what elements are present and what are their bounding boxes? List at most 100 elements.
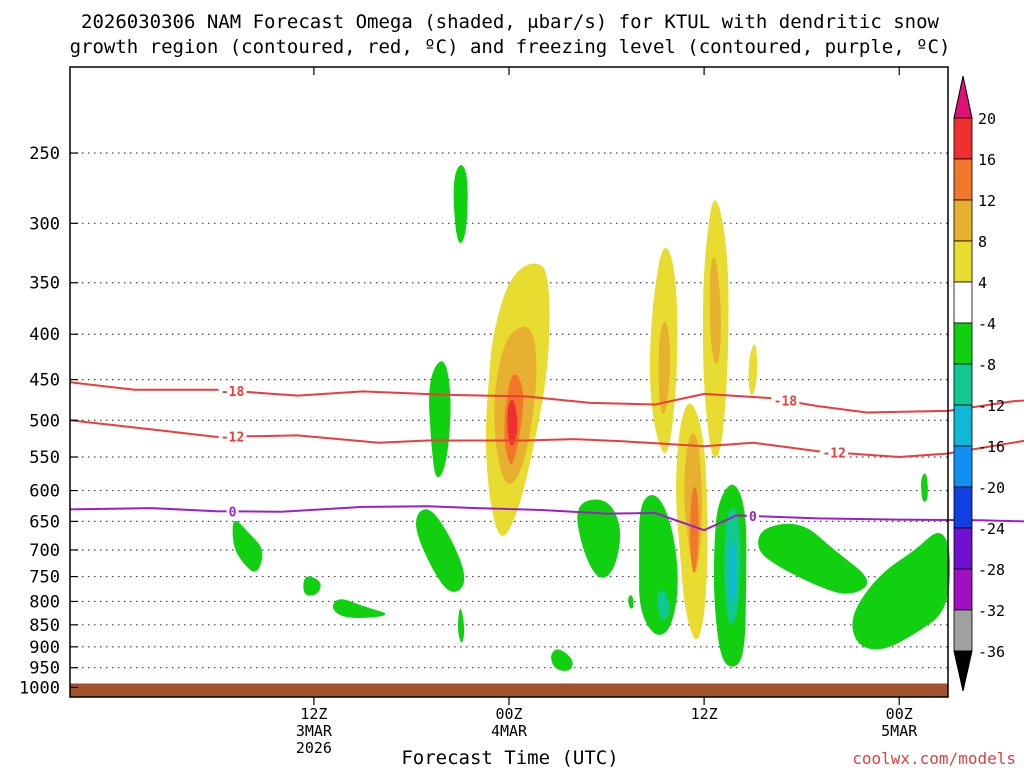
omega-shade-13 [628, 595, 634, 609]
colorbar-swatch-11 [953, 568, 973, 611]
colorbar-bottom-arrow [953, 650, 973, 692]
y-tick-label-550: 550 [29, 448, 60, 468]
colorbar-swatch-1 [953, 158, 973, 201]
y-tick-label-950: 950 [29, 659, 60, 679]
omega-shade-25 [729, 541, 736, 604]
colorbar-label-7: -12 [978, 397, 1005, 415]
colorbar-swatch-4 [953, 281, 973, 324]
x-tick-label-1-0: 00Z [495, 705, 522, 723]
contour-overlay: -18-18-18-12-12-12000 [69, 381, 1024, 532]
colorbar-swatch-5 [953, 322, 973, 365]
y-tick-label-300: 300 [29, 214, 60, 234]
terrain-ground [70, 683, 948, 697]
dgz-contour-1-label-1: -12 [822, 446, 845, 461]
colorbar-swatch-10 [953, 527, 973, 570]
colorbar-label-2: 12 [978, 192, 996, 210]
y-tick-label-400: 400 [29, 325, 60, 345]
colorbar-label-13: -36 [978, 643, 1005, 661]
colorbar-label-12: -32 [978, 602, 1005, 620]
dgz-contour-0-label-bg-0 [218, 383, 247, 398]
y-tick-label-700: 700 [29, 541, 60, 561]
omega-shade-10 [507, 399, 518, 446]
omega-shade-6 [457, 608, 465, 643]
x-axis: 12Z3MAR202600Z4MAR12Z00Z5MAR12Z00Z6MAR12… [296, 67, 918, 757]
omega-shade-5 [416, 509, 465, 592]
colorbar-swatch-12 [953, 609, 973, 652]
colorbar-swatch-0 [953, 117, 973, 160]
omega-shade-1 [303, 576, 321, 596]
y-tick-label-750: 750 [29, 568, 60, 588]
colorbar-label-4: 4 [978, 274, 987, 292]
omega-shade-26 [748, 344, 758, 396]
omega-shade-14 [639, 495, 678, 635]
omega-shade-15 [657, 590, 670, 621]
colorbar-label-6: -8 [978, 356, 996, 374]
x-tick-label-0-1: 3MAR [296, 722, 333, 740]
colorbar-swatch-7 [953, 404, 973, 447]
omega-shade-22 [709, 256, 721, 365]
x-tick-label-0-0: 12Z [300, 705, 327, 723]
dgz-contour-1-label-0: -12 [221, 431, 244, 446]
freezing-level-contour-line [69, 505, 1024, 532]
y-tick-label-450: 450 [29, 371, 60, 391]
colorbar-swatch-2 [953, 199, 973, 242]
omega-shade-11 [551, 649, 573, 671]
dgz-contour-0-label-1: -18 [774, 395, 798, 410]
omega-shade-28 [852, 532, 950, 650]
colorbar-label-10: -24 [978, 520, 1005, 538]
y-tick-label-350: 350 [29, 274, 60, 294]
colorbar-label-8: -16 [978, 438, 1005, 456]
dgz-contour-0-label-0: -18 [221, 385, 245, 400]
y-tick-label-1000: 1000 [19, 678, 60, 698]
x-tick-label-1-1: 4MAR [491, 722, 528, 740]
dgz-contour-1-label-bg-0 [218, 429, 247, 444]
colorbar-legend: 20 16 12 8 4 -4 -8 -12 -16 -20 -24 -28 -32 -36 [953, 75, 1005, 692]
plot-area [70, 152, 950, 697]
colorbar-label-9: -20 [978, 479, 1005, 497]
colorbar-swatch-9 [953, 486, 973, 529]
x-tick-label-2-0: 12Z [691, 705, 718, 723]
colorbar-label-1: 16 [978, 151, 996, 169]
y-tick-label-800: 800 [29, 592, 60, 612]
freezing-level-contour-label-1: 0 [749, 510, 757, 525]
omega-shade-4 [429, 361, 451, 478]
dgz-contour-0-line [69, 381, 1024, 414]
y-tick-label-850: 850 [29, 616, 60, 636]
colorbar-label-0: 20 [978, 110, 996, 128]
y-axis: 2503003504004505005506006507007508008509… [19, 144, 78, 698]
omega-shade-3 [453, 165, 468, 244]
y-tick-label-250: 250 [29, 144, 60, 164]
freezing-level-contour-label-bg-1 [746, 509, 759, 524]
dgz-contour-1-label-bg-1 [820, 445, 849, 460]
omega-shade-27 [758, 523, 868, 594]
omega-shade-12 [577, 499, 621, 578]
x-tick-label-3-0: 00Z [886, 705, 913, 723]
x-tick-label-3-1: 5MAR [881, 722, 918, 740]
omega-shade-2 [332, 599, 386, 618]
credit-text: coolwx.com/models [852, 749, 1016, 768]
x-tick-label-0-2: 2026 [296, 739, 332, 757]
colorbar-swatch-6 [953, 363, 973, 406]
y-tick-label-900: 900 [29, 638, 60, 658]
omega-shade-0 [232, 520, 263, 572]
colorbar-top-arrow [953, 75, 973, 119]
freezing-level-contour-label-0: 0 [229, 505, 237, 520]
y-tick-label-650: 650 [29, 512, 60, 532]
x-axis-label: Forecast Time (UTC) [401, 747, 618, 768]
colorbar-swatch-8 [953, 445, 973, 488]
omega-shade-17 [658, 321, 671, 415]
omega-shade-29 [921, 473, 928, 502]
colorbar-label-3: 8 [978, 233, 987, 251]
freezing-level-contour-label-bg-0 [226, 504, 239, 519]
chart-title-line2: growth region (contoured, red, ºC) and f… [70, 36, 951, 58]
colorbar-swatch-3 [953, 240, 973, 283]
chart-title-line1: 2026030306 NAM Forecast Omega (shaded, μ… [81, 11, 939, 33]
omega-shade-20 [690, 486, 699, 573]
colorbar-label-5: -4 [978, 315, 996, 333]
dgz-contour-0-label-bg-1 [771, 393, 800, 408]
dgz-contour-1-line [69, 419, 1024, 459]
colorbar-label-11: -28 [978, 561, 1005, 579]
y-tick-label-500: 500 [29, 411, 60, 431]
y-tick-label-600: 600 [29, 482, 60, 502]
